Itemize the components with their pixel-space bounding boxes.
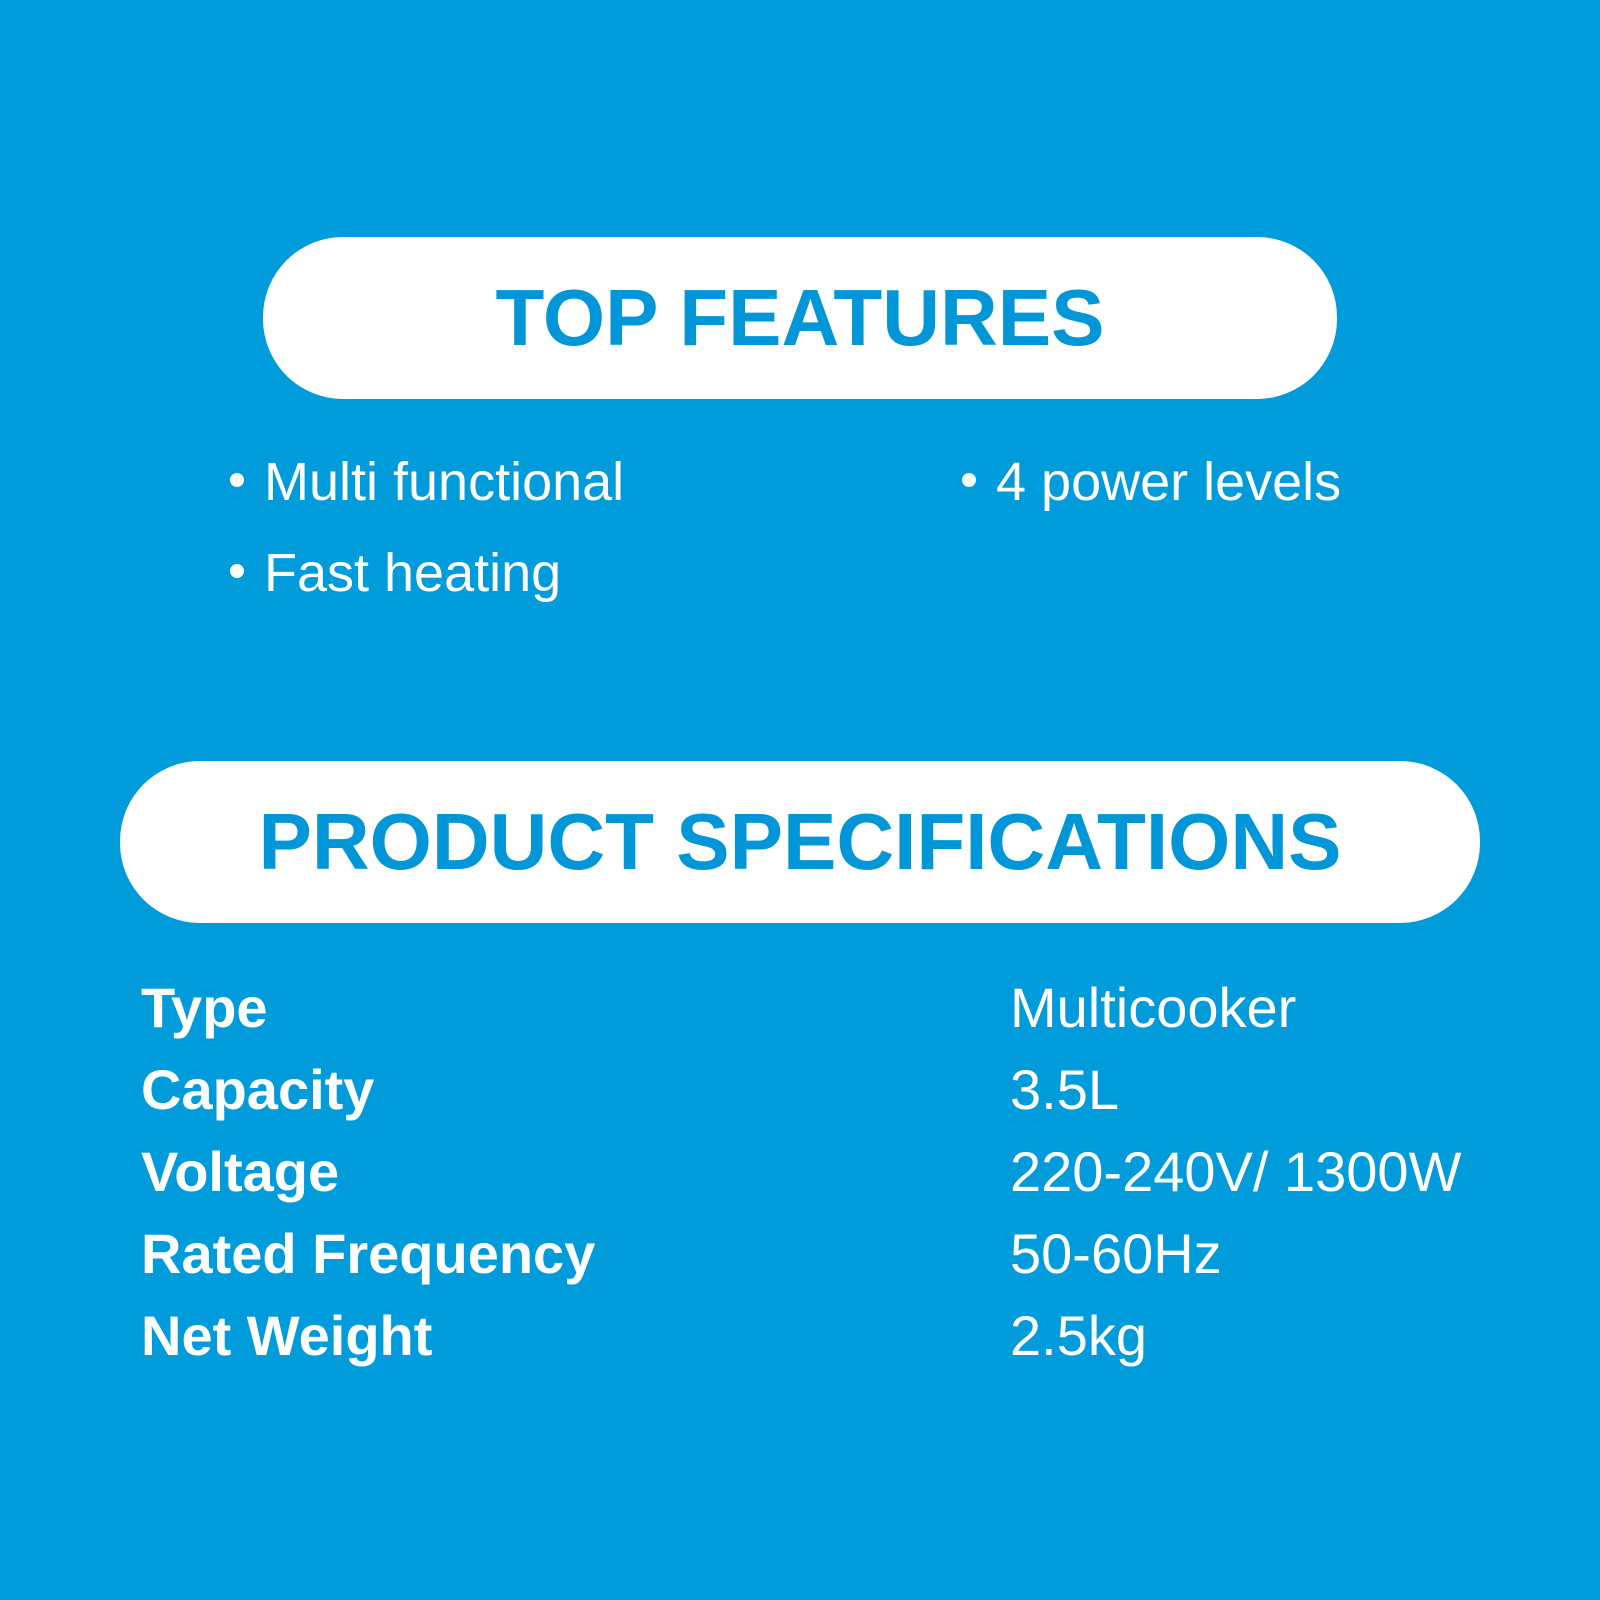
top-features-banner: TOP FEATURES: [263, 237, 1337, 399]
product-specifications-banner: PRODUCT SPECIFICATIONS: [120, 761, 1480, 923]
bullet-icon: [230, 472, 244, 487]
spec-label: Rated Frequency: [141, 1222, 596, 1285]
bullet-icon: [230, 563, 244, 578]
spec-label: Voltage: [141, 1140, 340, 1203]
spec-value: 220-240V/ 1300W: [1010, 1140, 1462, 1203]
spec-value: 3.5L: [1010, 1058, 1119, 1121]
spec-label: Capacity: [141, 1058, 375, 1121]
feature-text: Multi functional: [264, 452, 625, 512]
spec-value: 50-60Hz: [1010, 1222, 1222, 1285]
feature-item: Multi functional: [230, 455, 624, 509]
spec-value: 2.5kg: [1010, 1304, 1147, 1367]
product-specifications-title: PRODUCT SPECIFICATIONS: [258, 797, 1342, 886]
spec-label: Net Weight: [141, 1304, 433, 1367]
spec-label: Type: [141, 976, 268, 1039]
feature-text: 4 power levels: [996, 452, 1342, 512]
spec-value: Multicooker: [1010, 976, 1297, 1039]
feature-text: Fast heating: [264, 543, 562, 603]
feature-item: Fast heating: [230, 546, 561, 600]
bullet-icon: [962, 472, 976, 487]
top-features-title: TOP FEATURES: [495, 273, 1105, 362]
feature-item: 4 power levels: [962, 455, 1341, 509]
